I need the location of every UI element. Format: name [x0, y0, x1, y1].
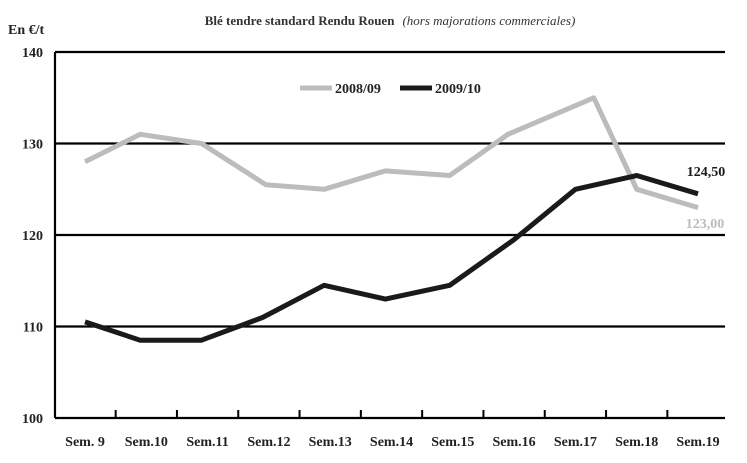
- end-labels: 123,00 124,50: [686, 165, 726, 232]
- legend: 2008/09 2009/10: [300, 82, 481, 97]
- x-tick-label: Sem.11: [186, 435, 228, 450]
- x-tick-label: Sem. 9: [65, 435, 105, 450]
- chart-subtitle: (hors majorations commerciales): [402, 13, 575, 28]
- legend-label: 2008/09: [335, 82, 381, 97]
- y-axis-label: En €/t: [8, 23, 45, 38]
- x-tick-label: Sem.12: [247, 435, 290, 450]
- x-tick-label: Sem.17: [554, 435, 597, 450]
- chart-title: Blé tendre standard Rendu Rouen (hors ma…: [205, 12, 576, 29]
- x-tick-label: Sem.13: [309, 435, 352, 450]
- x-tick-label: Sem.10: [125, 435, 168, 450]
- end-value-label: 124,50: [687, 165, 726, 180]
- x-tick-label: Sem.19: [676, 435, 719, 450]
- x-tick-label: Sem.15: [431, 435, 474, 450]
- gridlines: [55, 50, 725, 328]
- chart-title-main: Blé tendre standard Rendu Rouen: [205, 13, 396, 28]
- legend-label: 2009/10: [435, 82, 481, 97]
- y-tick-label: 130: [22, 138, 43, 153]
- y-tick-labels: 100 110 120 130 140: [22, 46, 43, 427]
- y-tick-label: 140: [22, 46, 43, 61]
- y-tick-label: 110: [23, 321, 43, 336]
- series-line-2009-10: [84, 173, 699, 343]
- x-tick-label: Sem.14: [370, 435, 413, 450]
- axes: [53, 52, 725, 420]
- x-tick-label: Sem.18: [615, 435, 658, 450]
- x-tick-labels: Sem. 9 Sem.10 Sem.11 Sem.12 Sem.13 Sem.14 Sem.…: [65, 435, 719, 450]
- series-lines: [83, 95, 699, 343]
- x-tick-label: Sem.16: [493, 435, 536, 450]
- series-line-2008-09: [83, 95, 699, 210]
- end-value-label: 123,00: [686, 217, 725, 232]
- y-tick-label: 100: [22, 412, 43, 427]
- y-tick-label: 120: [22, 229, 43, 244]
